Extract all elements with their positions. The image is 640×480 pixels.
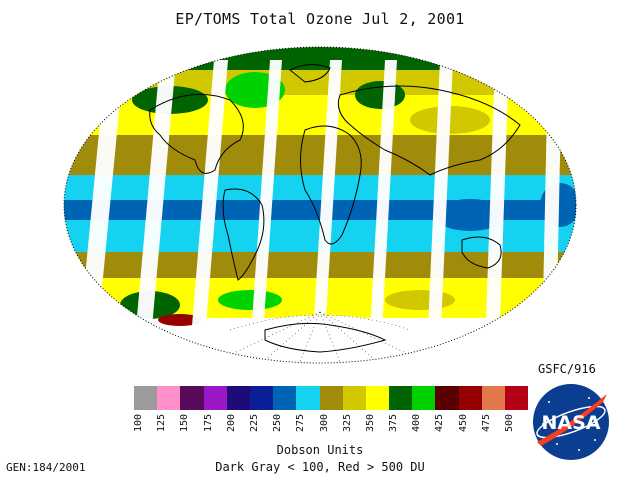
scale-tick-label: 100 (133, 414, 144, 433)
scale-swatch (342, 386, 366, 410)
scale-swatch (435, 386, 459, 410)
range-note: Dark Gray < 100, Red > 500 DU (215, 460, 425, 474)
scale-tick-label: 225 (248, 414, 260, 433)
scale-swatch (505, 386, 529, 410)
scale-swatch (180, 386, 204, 410)
scale-swatch (157, 386, 181, 410)
scale-swatch (389, 386, 413, 410)
scale-tick-label: 150 (179, 414, 191, 433)
scale-tick-label: 500 (504, 414, 515, 433)
generation-label: GEN:184/2001 (6, 461, 86, 474)
scale-tick-label: 400 (411, 414, 423, 433)
scale-swatch (458, 386, 482, 410)
coastlines (149, 64, 521, 353)
scale-tick-label: 300 (318, 414, 330, 433)
scale-tick-label: 200 (225, 414, 237, 433)
scale-swatch (412, 386, 436, 410)
scale-tick-label: 175 (202, 414, 214, 433)
scale-swatch (296, 386, 320, 410)
scale-swatch (203, 386, 227, 410)
scale-swatch (226, 386, 250, 410)
scale-tick-label: 375 (388, 414, 400, 433)
map-title: EP/TOMS Total Ozone Jul 2, 2001 (175, 10, 465, 28)
scale-swatch (319, 386, 343, 410)
polar-night (190, 315, 455, 363)
scale-swatch (134, 386, 158, 410)
scale-swatch (365, 386, 390, 410)
scale-tick-label: 125 (156, 414, 168, 433)
nasa-logo-icon: NASA (533, 384, 609, 460)
band-north-sub (64, 135, 576, 180)
scale-tick-label: 250 (272, 414, 284, 433)
scale-swatch (273, 386, 297, 410)
scale-swatch (481, 386, 505, 410)
scale-tick-label: 450 (457, 414, 469, 433)
globe-outline (63, 46, 577, 364)
scale-swatch (249, 386, 274, 410)
svg-text:NASA: NASA (542, 412, 601, 434)
credit-label: GSFC/916 (538, 362, 596, 376)
color-scale: 100 125 150 175 200 225 250 275 300 325 350 375 400 4… (133, 386, 529, 438)
units-label: Dobson Units (276, 443, 364, 457)
scale-tick-label: 350 (364, 414, 376, 433)
scale-tick-label: 325 (341, 414, 353, 433)
scale-tick-label: 475 (480, 414, 492, 433)
scale-tick-label: 425 (434, 414, 446, 433)
scale-tick-label: 275 (295, 414, 307, 433)
